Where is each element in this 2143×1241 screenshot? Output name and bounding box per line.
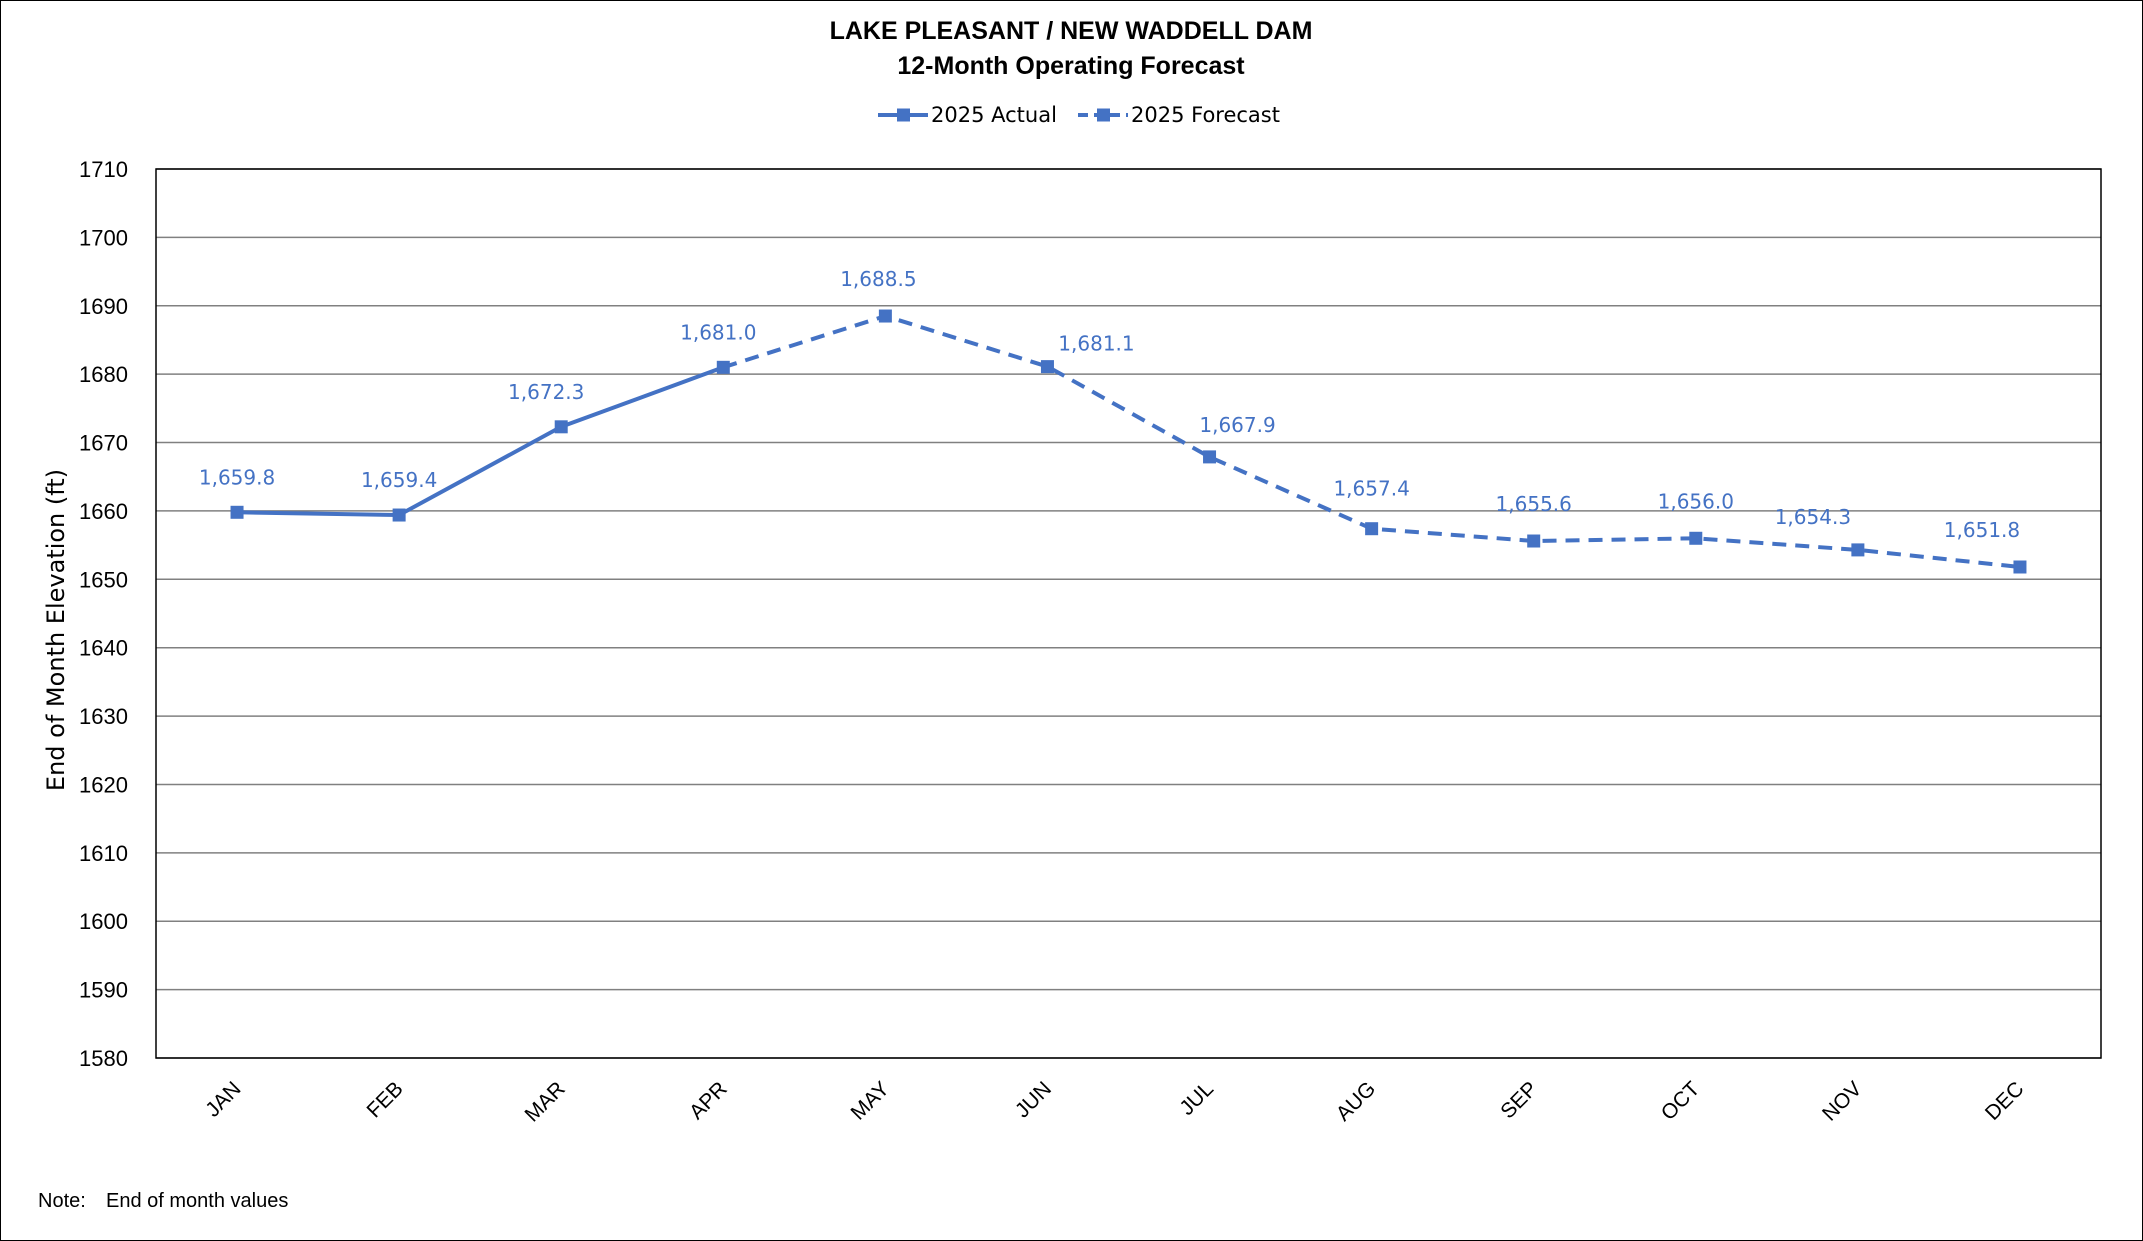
legend-label: 2025 Forecast — [1131, 103, 1280, 127]
y-tick-label: 1610 — [79, 841, 128, 866]
data-label: 1,659.8 — [199, 465, 275, 489]
y-tick-label: 1710 — [79, 157, 128, 182]
y-tick-label: 1580 — [79, 1046, 128, 1071]
x-tick-label: JUN — [1011, 1077, 1056, 1122]
data-point-marker — [2013, 560, 2027, 574]
data-label: 1,667.9 — [1199, 413, 1275, 437]
data-point-marker — [392, 508, 406, 522]
legend-marker — [1097, 108, 1110, 122]
x-tick-label: MAR — [520, 1077, 569, 1126]
data-point-marker — [230, 505, 244, 519]
data-label: 1,657.4 — [1333, 477, 1409, 501]
data-point-marker — [554, 420, 568, 434]
y-tick-label: 1600 — [79, 909, 128, 934]
data-point-marker — [716, 360, 730, 374]
data-point-marker — [1851, 543, 1865, 557]
data-point-marker — [878, 309, 892, 323]
x-axis-ticks: JAN FEB MAR APR MAY JUN JUL AUG SEP OCT NOV DEC — [201, 1077, 2028, 1126]
chart-subtitle: 12-Month Operating Forecast — [897, 52, 1245, 80]
data-label: 1,656.0 — [1658, 489, 1734, 513]
y-tick-label: 1630 — [79, 704, 128, 729]
data-label: 1,651.8 — [1944, 518, 2020, 542]
x-tick-label: FEB — [363, 1077, 408, 1122]
data-label: 1,672.3 — [508, 380, 584, 404]
x-tick-label: AUG — [1332, 1077, 1380, 1125]
y-axis-ticks: 1580 1590 1600 1610 1620 1630 1640 1650 1660 1670… — [79, 157, 128, 1071]
y-tick-label: 1620 — [79, 772, 128, 797]
series-markers — [230, 309, 2027, 574]
data-point-marker — [1527, 534, 1541, 548]
note-label: Note: — [38, 1190, 86, 1212]
x-tick-label: NOV — [1818, 1077, 1866, 1125]
data-label: 1,688.5 — [840, 267, 916, 291]
y-tick-label: 1690 — [79, 294, 128, 319]
data-labels: 1,659.8 1,659.4 1,672.3 1,681.0 1,688.5 1,681… — [199, 267, 2020, 542]
y-tick-label: 1680 — [79, 362, 128, 387]
data-point-marker — [1203, 450, 1217, 464]
legend-label: 2025 Actual — [931, 103, 1057, 127]
y-axis-label: End of Month Elevation (ft) — [42, 469, 70, 791]
data-point-marker — [1689, 531, 1703, 545]
data-label: 1,681.0 — [680, 320, 756, 344]
legend-marker — [897, 108, 910, 122]
note-text: End of month values — [106, 1190, 288, 1212]
series-line-actual — [236, 365, 724, 517]
y-tick-label: 1650 — [79, 567, 128, 592]
y-tick-label: 1700 — [79, 225, 128, 250]
y-tick-label: 1640 — [79, 636, 128, 661]
y-tick-label: 1660 — [79, 499, 128, 524]
legend: 2025 Actual 2025 Forecast — [878, 103, 1280, 127]
data-point-marker — [1365, 522, 1379, 536]
y-tick-label: 1590 — [79, 978, 128, 1003]
plot-area — [155, 168, 2102, 1059]
x-tick-label: APR — [685, 1077, 732, 1124]
data-label: 1,655.6 — [1496, 492, 1572, 516]
x-tick-label: DEC — [1981, 1077, 2029, 1125]
data-label: 1,681.1 — [1058, 332, 1134, 356]
x-tick-label: JAN — [201, 1077, 245, 1121]
data-point-marker — [1040, 360, 1054, 374]
x-tick-label: JUL — [1175, 1077, 1218, 1120]
x-tick-label: SEP — [1496, 1077, 1542, 1123]
x-tick-label: OCT — [1657, 1077, 1705, 1125]
chart-title: LAKE PLEASANT / NEW WADDELL DAM — [830, 17, 1313, 45]
gridlines — [156, 168, 2101, 1059]
y-tick-label: 1670 — [79, 431, 128, 456]
data-label: 1,654.3 — [1775, 505, 1851, 529]
data-label: 1,659.4 — [361, 468, 437, 492]
x-tick-label: MAY — [847, 1077, 894, 1124]
